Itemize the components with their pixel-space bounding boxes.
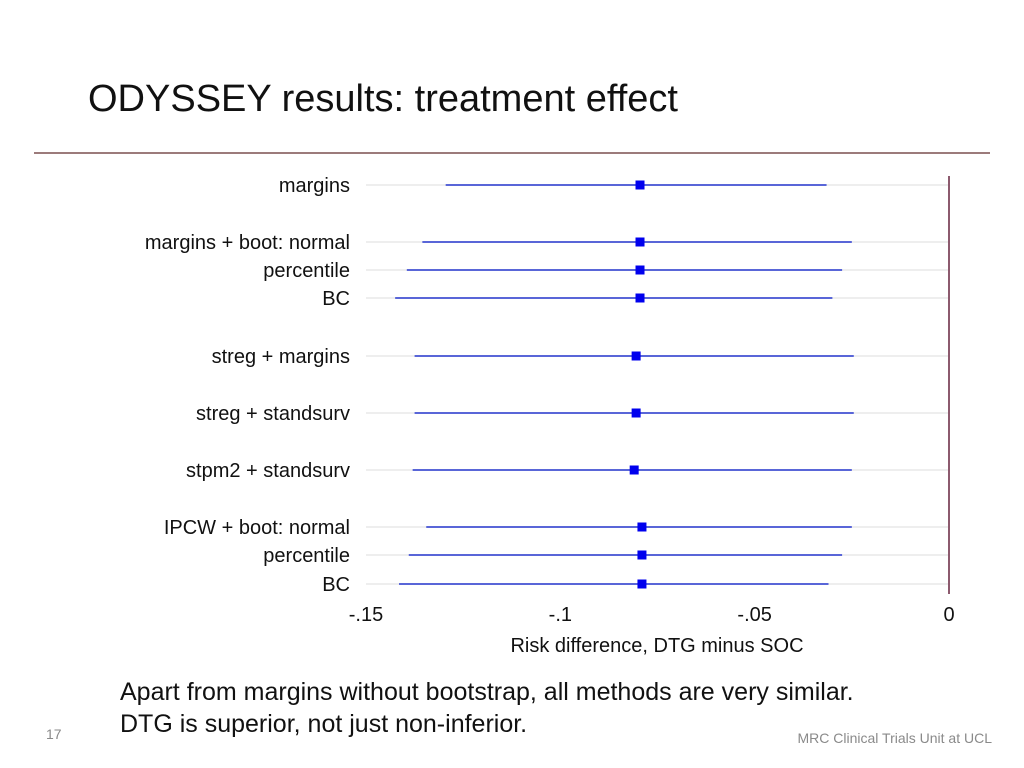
x-tick-label: -.1 [549,604,572,626]
point-estimate [637,522,647,532]
row-label: margins [279,175,350,197]
x-axis-ticks: -.15 -.1 -.05 0 [349,604,955,626]
point-estimate [635,180,645,190]
point-estimate [631,351,641,361]
row-label: percentile [263,545,350,567]
page-number: 17 [46,726,62,742]
point-estimate [637,550,647,560]
row-label: IPCW + boot: normal [164,517,350,539]
point-estimate [635,293,645,303]
x-tick-label: -.05 [737,604,771,626]
row-label: streg + margins [212,346,350,368]
gridlines [366,184,949,585]
confidence-intervals [395,184,854,585]
x-tick-label: 0 [943,604,954,626]
slide-title: ODYSSEY results: treatment effect [88,78,678,120]
x-tick-label: -.15 [349,604,383,626]
point-estimate [635,237,645,247]
row-label: BC [322,288,350,310]
row-label: streg + standsurv [196,403,350,425]
title-divider [34,152,990,154]
point-estimate [635,265,645,275]
row-label: stpm2 + standsurv [186,460,350,482]
point-estimate [631,408,641,418]
point-estimate [637,579,647,589]
row-labels: margins margins + boot: normal percentile B… [145,175,350,596]
row-label: percentile [263,260,350,282]
point-estimates [629,180,647,589]
footer-organization: MRC Clinical Trials Unit at UCL [797,730,992,746]
slide-notes: Apart from margins without bootstrap, al… [120,676,854,740]
note-line: Apart from margins without bootstrap, al… [120,678,854,706]
note-line: DTG is superior, not just non-inferior. [120,710,528,738]
forest-plot: margins margins + boot: normal percentile B… [145,175,955,657]
x-axis-title: Risk difference, DTG minus SOC [510,635,803,657]
row-label: margins + boot: normal [145,232,350,254]
row-label: BC [322,574,350,596]
point-estimate [629,465,639,475]
